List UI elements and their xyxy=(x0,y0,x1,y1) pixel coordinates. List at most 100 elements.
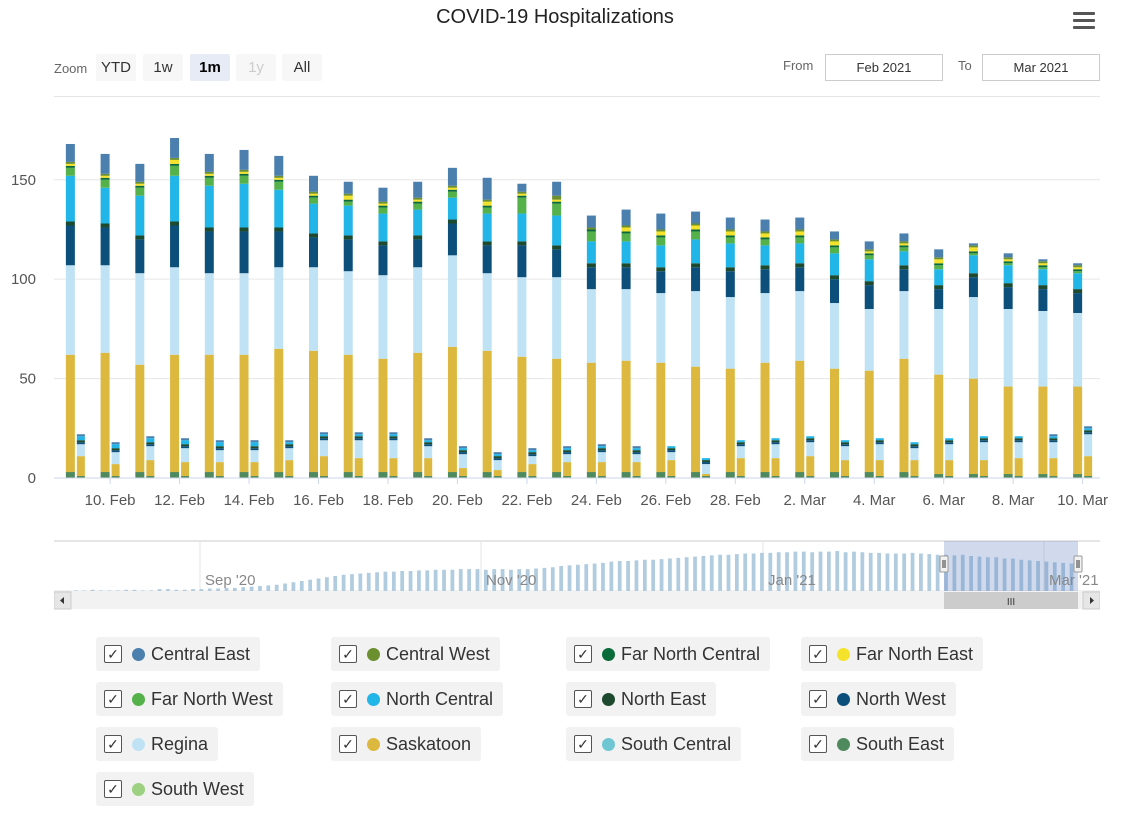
bar-north-east[interactable] xyxy=(343,235,353,240)
bar-central-west[interactable] xyxy=(656,229,666,232)
bar-far-north-west[interactable] xyxy=(621,233,631,242)
bar-north-central[interactable] xyxy=(181,440,190,445)
checkbox-checked-icon[interactable]: ✓ xyxy=(809,645,827,663)
bar-saskatoon[interactable] xyxy=(309,350,318,473)
bar-central-west[interactable] xyxy=(447,185,457,188)
bar-central-east[interactable] xyxy=(215,440,224,443)
bar-north-east[interactable] xyxy=(424,442,433,445)
bar-regina[interactable] xyxy=(795,291,805,361)
bar-saskatoon[interactable] xyxy=(632,462,641,477)
bar-north-east[interactable] xyxy=(447,219,457,224)
bar-south-east[interactable] xyxy=(1003,474,1013,478)
bar-central-east[interactable] xyxy=(309,175,318,192)
bar-north-central[interactable] xyxy=(910,442,919,445)
bar-far-north-central[interactable] xyxy=(691,229,701,232)
navigator-left-handle[interactable] xyxy=(939,555,949,573)
bar-north-west[interactable] xyxy=(181,446,190,449)
bar-south-east[interactable] xyxy=(552,472,562,478)
checkbox-checked-icon[interactable]: ✓ xyxy=(809,735,827,753)
bar-north-east[interactable] xyxy=(320,436,328,439)
bar-saskatoon[interactable] xyxy=(285,460,294,477)
bar-saskatoon[interactable] xyxy=(1014,458,1023,477)
bar-regina[interactable] xyxy=(656,293,666,363)
bar-south-east[interactable] xyxy=(528,476,537,478)
bar-central-east[interactable] xyxy=(586,215,596,228)
bar-north-central[interactable] xyxy=(979,436,988,439)
bar-north-central[interactable] xyxy=(841,440,849,443)
bar-north-central[interactable] xyxy=(552,215,562,246)
bar-north-central[interactable] xyxy=(795,243,805,264)
bar-north-west[interactable] xyxy=(1084,432,1093,435)
bar-north-central[interactable] xyxy=(146,438,155,443)
bar-far-north-east[interactable] xyxy=(170,159,180,164)
bar-central-east[interactable] xyxy=(632,446,641,449)
bar-far-north-west[interactable] xyxy=(204,177,214,186)
bar-central-east[interactable] xyxy=(458,446,467,449)
bar-north-west[interactable] xyxy=(309,237,318,268)
bar-far-north-east[interactable] xyxy=(274,177,284,180)
bar-north-west[interactable] xyxy=(424,444,433,447)
bar-regina[interactable] xyxy=(597,452,606,463)
bar-saskatoon[interactable] xyxy=(656,362,666,473)
bar-far-north-east[interactable] xyxy=(656,231,666,236)
bar-far-north-west[interactable] xyxy=(899,247,909,252)
bar-central-east[interactable] xyxy=(239,149,249,170)
bar-north-east[interactable] xyxy=(1003,283,1013,288)
bar-central-west[interactable] xyxy=(899,241,909,244)
bar-north-west[interactable] xyxy=(204,231,214,274)
bar-far-north-east[interactable] xyxy=(830,241,839,246)
bar-regina[interactable] xyxy=(632,454,641,463)
bar-south-east[interactable] xyxy=(771,476,780,478)
bar-north-east[interactable] xyxy=(910,444,919,447)
legend-item-south-west[interactable]: ✓ South West xyxy=(96,772,254,806)
bar-central-west[interactable] xyxy=(204,171,214,174)
bar-north-east[interactable] xyxy=(285,444,294,447)
bar-saskatoon[interactable] xyxy=(1084,456,1093,477)
bar-far-north-central[interactable] xyxy=(274,179,284,182)
bar-far-north-east[interactable] xyxy=(517,193,527,196)
bar-regina[interactable] xyxy=(309,267,318,351)
bar-south-east[interactable] xyxy=(170,472,180,478)
bar-far-north-central[interactable] xyxy=(65,165,75,168)
bar-regina[interactable] xyxy=(875,444,884,461)
bar-central-west[interactable] xyxy=(552,195,562,200)
bar-regina[interactable] xyxy=(181,448,190,463)
legend-item-north-east[interactable]: ✓ North East xyxy=(566,682,717,716)
bar-central-east[interactable] xyxy=(170,138,180,158)
zoom-all-button[interactable]: All xyxy=(282,54,322,81)
bar-regina[interactable] xyxy=(1038,310,1048,387)
bar-saskatoon[interactable] xyxy=(424,458,433,477)
bar-regina[interactable] xyxy=(170,267,180,355)
bar-south-east[interactable] xyxy=(204,472,214,478)
bar-regina[interactable] xyxy=(736,446,745,459)
bar-north-central[interactable] xyxy=(239,183,249,228)
bar-saskatoon[interactable] xyxy=(597,462,606,477)
bar-north-east[interactable] xyxy=(656,267,666,272)
bar-far-north-west[interactable] xyxy=(830,247,839,254)
bar-far-north-west[interactable] xyxy=(517,197,527,214)
checkbox-checked-icon[interactable]: ✓ xyxy=(574,690,592,708)
bar-north-east[interactable] xyxy=(100,223,110,228)
bar-far-north-central[interactable] xyxy=(517,195,527,198)
bar-north-central[interactable] xyxy=(1049,436,1058,439)
bar-north-east[interactable] xyxy=(1014,438,1023,441)
bar-far-north-central[interactable] xyxy=(656,235,666,238)
bar-north-west[interactable] xyxy=(274,231,284,268)
bar-north-east[interactable] xyxy=(65,221,75,226)
bar-north-east[interactable] xyxy=(597,448,606,451)
legend-item-central-east[interactable]: ✓ Central East xyxy=(96,637,261,671)
bar-central-west[interactable] xyxy=(760,231,770,234)
bar-saskatoon[interactable] xyxy=(702,474,711,477)
bar-north-east[interactable] xyxy=(274,227,284,232)
bar-north-central[interactable] xyxy=(517,213,527,242)
bar-north-central[interactable] xyxy=(447,197,457,220)
bar-far-north-west[interactable] xyxy=(239,175,249,184)
bar-north-west[interactable] xyxy=(736,444,745,447)
bar-saskatoon[interactable] xyxy=(667,460,676,477)
bar-saskatoon[interactable] xyxy=(413,352,423,473)
bar-north-west[interactable] xyxy=(830,279,839,304)
bar-central-east[interactable] xyxy=(1084,426,1093,429)
bar-north-central[interactable] xyxy=(806,436,815,439)
bar-central-west[interactable] xyxy=(830,239,839,242)
bar-regina[interactable] xyxy=(378,275,388,359)
